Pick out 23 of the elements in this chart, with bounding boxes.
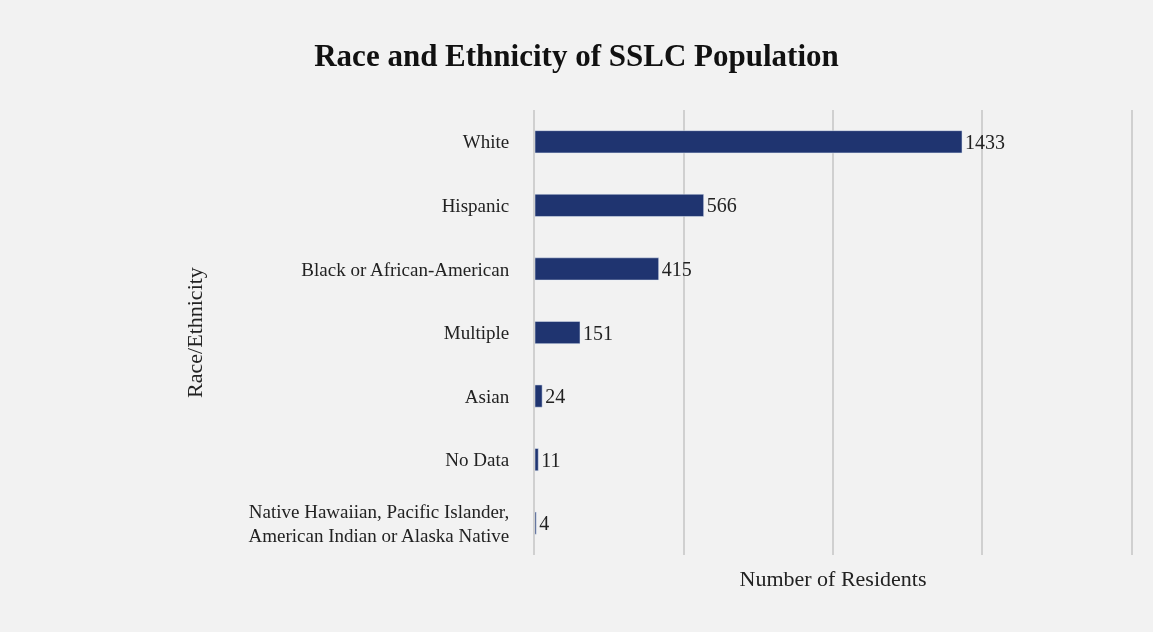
y-tick-label: Multiple bbox=[443, 322, 510, 344]
y-tick-label: Asian bbox=[464, 385, 510, 407]
y-axis-title: Race/Ethnicity bbox=[181, 267, 207, 398]
bar bbox=[535, 193, 704, 217]
y-tick-label: Native Hawaiian, Pacific Islander, American Indian or Alaska Native bbox=[248, 500, 510, 547]
data-label: 24 bbox=[545, 385, 566, 408]
y-tick-label: Hispanic bbox=[441, 195, 510, 217]
bar bbox=[535, 321, 581, 344]
data-label: 1433 bbox=[965, 130, 1006, 153]
data-label: 4 bbox=[539, 512, 550, 535]
bar bbox=[535, 257, 659, 281]
x-axis-title: Number of Residents bbox=[739, 565, 927, 591]
chart-title: Race and Ethnicity of SSLC Population bbox=[314, 37, 839, 73]
data-label: 566 bbox=[706, 194, 737, 217]
data-label: 415 bbox=[661, 257, 692, 280]
y-tick-label: No Data bbox=[445, 449, 510, 471]
bar bbox=[535, 448, 539, 472]
data-label: 151 bbox=[583, 321, 613, 344]
y-tick-label: White bbox=[462, 131, 510, 153]
y-tick-label: Black or African-American bbox=[301, 258, 510, 280]
data-label: 11 bbox=[541, 448, 561, 471]
bar bbox=[535, 130, 963, 154]
bar bbox=[535, 384, 543, 408]
